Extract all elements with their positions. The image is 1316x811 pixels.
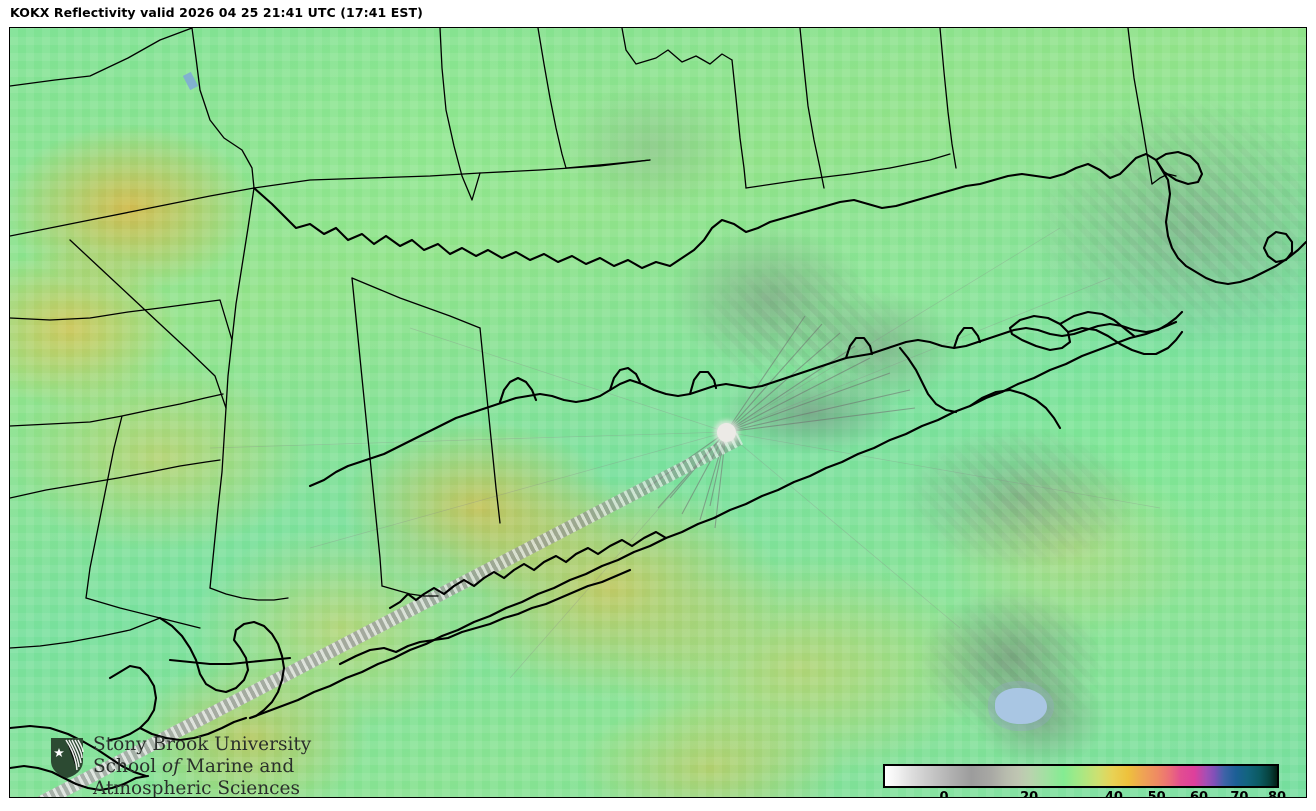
radial-spoke-artifacts xyxy=(209,227,1161,679)
logo-wordmark: Stony Brook University School of Marine … xyxy=(93,734,312,798)
page-title: KOKX Reflectivity valid 2026 04 25 21:41… xyxy=(10,5,423,20)
logo-line-2-of: of xyxy=(162,756,181,777)
colorbar-tick-70: 70 xyxy=(1230,790,1249,798)
colorbar-tick-80: 80 xyxy=(1267,790,1287,798)
colorbar-tick-0: 0 xyxy=(939,790,949,798)
radar-map-panel[interactable]: 0 20 40 50 60 70 80 Stony Brook Universi… xyxy=(9,27,1307,798)
logo-line-2-post: Marine and xyxy=(180,756,295,777)
logo-line-1: Stony Brook University xyxy=(93,734,312,755)
radar-site-marker xyxy=(717,423,736,442)
reflectivity-colorbar: 0 20 40 50 60 70 80 xyxy=(883,764,1286,798)
logo-line-2: School of Marine and xyxy=(93,756,311,778)
colorbar-tick-50: 50 xyxy=(1147,790,1166,798)
shield-icon xyxy=(51,738,84,778)
logo-line-3: Atmospheric Sciences xyxy=(93,778,300,798)
colorbar-gradient xyxy=(883,764,1279,788)
logo-line-2-pre: School xyxy=(93,756,163,777)
colorbar-tick-20: 20 xyxy=(1020,790,1039,798)
stony-brook-logo: Stony Brook University School of Marine … xyxy=(50,734,312,798)
colorbar-tick-60: 60 xyxy=(1189,790,1209,798)
colorbar-tick-40: 40 xyxy=(1104,790,1123,798)
title-bar: KOKX Reflectivity valid 2026 04 25 21:41… xyxy=(0,0,1316,27)
colorbar-tick-labels: 0 20 40 50 60 70 80 xyxy=(883,788,1286,798)
